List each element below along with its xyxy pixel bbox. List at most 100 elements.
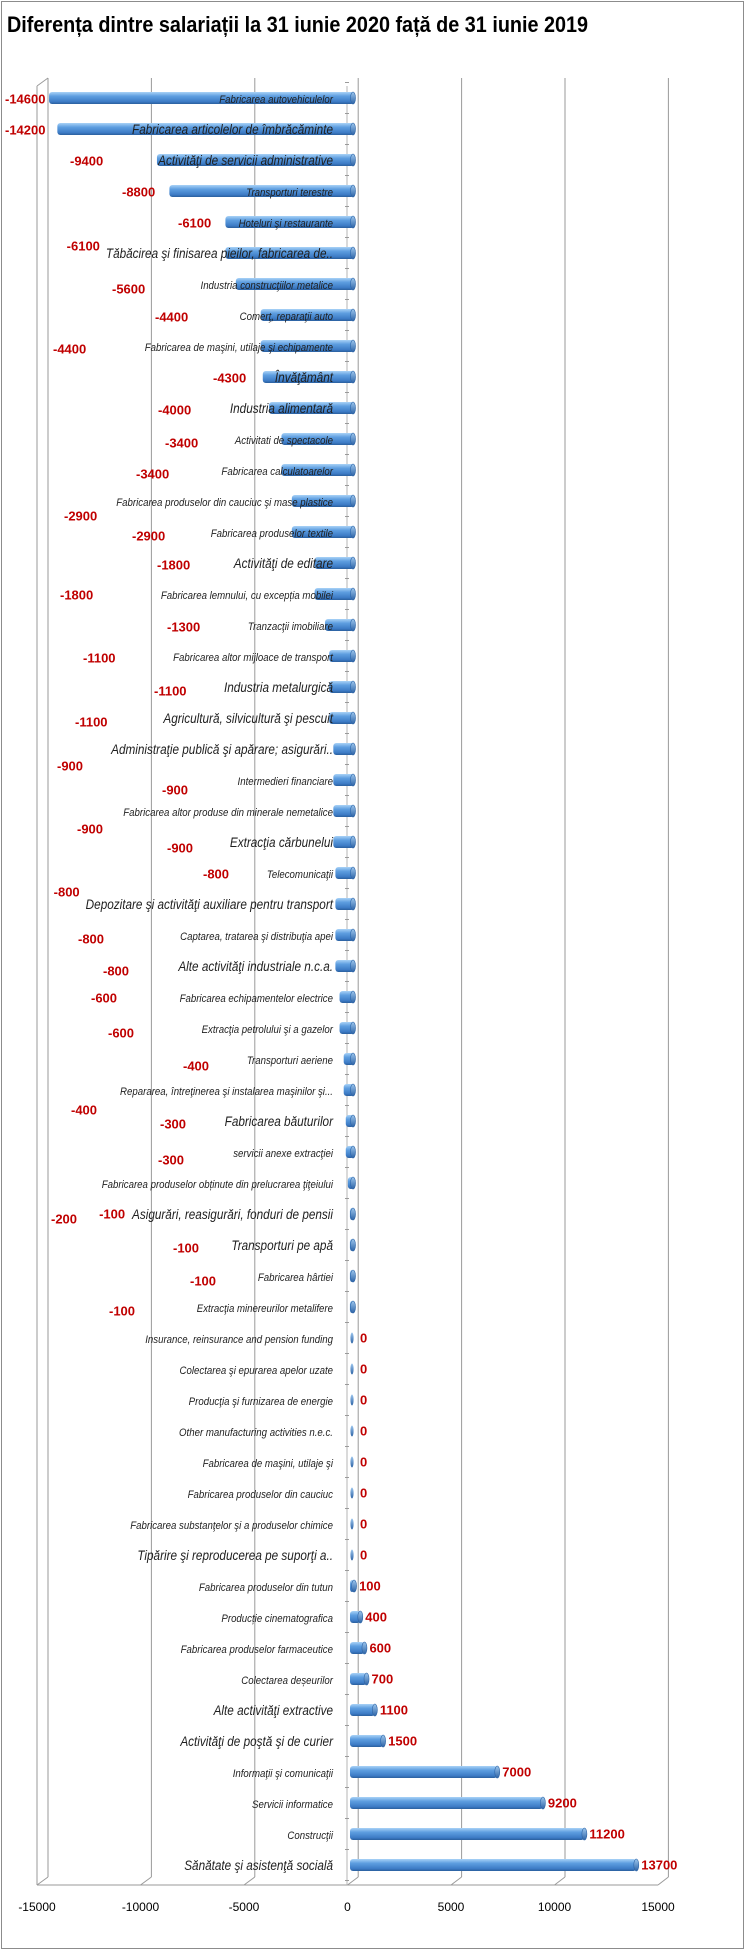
category-label: Producție cinematografica: [221, 1612, 333, 1625]
data-label: -6100: [67, 238, 100, 253]
bar: [335, 867, 354, 879]
x-tick-label: 10000: [538, 1900, 572, 1914]
category-label: Telecomunicaţii: [267, 868, 334, 881]
category-label: Insurance, reinsurance and pension fundi…: [145, 1333, 333, 1346]
data-label: -100: [190, 1273, 216, 1288]
data-label: -2900: [132, 528, 165, 543]
x-tick-labels: -15000 -10000 -5000 0 5000 10000 15000: [18, 1900, 675, 1914]
bar: [350, 1425, 354, 1437]
bar: [281, 433, 354, 445]
data-label: -6100: [178, 215, 211, 230]
bar: [335, 929, 354, 941]
category-label: Fabricarea substanţelor şi a produselor …: [130, 1519, 333, 1532]
category-label: Transporturi pe apă: [231, 1237, 333, 1253]
bar-end-cap: [351, 1579, 357, 1593]
floor-tick: [554, 1876, 566, 1886]
data-label: -800: [203, 866, 229, 881]
data-label: -5600: [112, 281, 145, 296]
bar-end-cap: [581, 1827, 588, 1841]
data-label: -14600: [5, 91, 45, 106]
bar: [333, 743, 354, 755]
data-label: -100: [99, 1206, 125, 1221]
bar-end-cap: [350, 277, 356, 291]
data-label: -200: [51, 1211, 77, 1226]
data-label: -14200: [5, 122, 45, 137]
bar: [156, 154, 354, 166]
bar-end-cap: [350, 1083, 356, 1097]
data-label: 11200: [589, 1826, 624, 1841]
bar: [350, 1394, 354, 1406]
category-label: Fabricarea articolelor de îmbrăcăminte: [132, 121, 333, 137]
category-label: Fabricarea de maşini, utilaje şi echipam…: [145, 341, 333, 354]
category-label: Fabricarea hârtiei: [258, 1271, 334, 1284]
bar: [350, 1549, 354, 1561]
category-label: Producţia şi furnizarea de energie: [189, 1395, 333, 1408]
left-wall-top: [36, 77, 49, 87]
data-label: -100: [173, 1240, 199, 1255]
gridlines: [47, 78, 669, 1877]
data-label: 13700: [641, 1857, 677, 1872]
bar: [49, 92, 355, 104]
bar: [225, 216, 354, 228]
floor-tick: [243, 1876, 256, 1886]
data-labels: -14600 -14200 -9400 -8800 -6100 -6100 -5600 -44…: [5, 91, 677, 1872]
category-label: Activităţi de editare: [233, 555, 333, 571]
category-label: Fabricarea produselor farmaceutice: [181, 1643, 333, 1656]
x-tick-label: 0: [344, 1900, 351, 1914]
data-label: 0: [360, 1454, 367, 1469]
data-label: -600: [108, 1025, 134, 1040]
bar-end-cap: [350, 742, 356, 756]
category-label: Învăţământ: [275, 369, 334, 385]
bar-end-cap: [350, 1207, 356, 1221]
data-label: 0: [360, 1485, 367, 1500]
data-label: -900: [162, 782, 188, 797]
category-label: Fabricarea produselor textile: [211, 527, 333, 540]
category-label: Fabricarea altor mijloace de transport: [173, 651, 334, 664]
bar: [350, 1642, 365, 1654]
data-label: 0: [360, 1330, 367, 1345]
category-label: Colectarea şi epurarea apelor uzate: [180, 1364, 334, 1377]
floor-tick: [140, 1876, 152, 1886]
bar-end-cap: [350, 463, 356, 477]
bar-end-cap: [350, 246, 356, 260]
bar-end-cap: [350, 649, 356, 663]
bar-end-cap: [350, 1269, 356, 1283]
category-label: Transporturi terestre: [246, 186, 333, 199]
data-label: 0: [360, 1547, 367, 1562]
category-label: Extracţia minereurilor metalifere: [197, 1302, 333, 1315]
bar: [350, 1456, 354, 1468]
data-label: -900: [77, 821, 103, 836]
bar-end-cap: [350, 339, 356, 353]
bar-end-cap: [350, 1300, 356, 1314]
bar: [333, 805, 354, 817]
bar: [225, 247, 354, 259]
floor-tick: [347, 1876, 359, 1886]
data-label: -400: [71, 1102, 97, 1117]
bar-end-cap: [350, 680, 356, 694]
bar-end-cap: [350, 525, 356, 539]
bar: [291, 495, 354, 507]
data-label: -1800: [157, 557, 190, 572]
category-label: Fabricarea produselor obținute din prelu…: [102, 1178, 334, 1191]
data-label: -9400: [70, 153, 103, 168]
bar: [350, 1673, 367, 1685]
data-label: -400: [183, 1058, 209, 1073]
bar-end-cap: [350, 866, 356, 880]
category-label: Fabricarea produselor din cauciuc şi mas…: [116, 496, 333, 509]
floor-tick: [36, 1876, 49, 1886]
bar: [314, 588, 354, 600]
data-label: -1100: [154, 683, 187, 698]
category-label: Other manufacturing activities n.e.c.: [179, 1426, 333, 1439]
axes: [36, 77, 669, 1886]
bar-end-cap: [357, 1610, 364, 1624]
bar-end-cap: [350, 1052, 356, 1066]
data-label: -800: [78, 931, 104, 946]
bar-end-cap: [350, 587, 356, 601]
bar: [350, 1859, 637, 1871]
bar-end-cap: [350, 959, 356, 973]
category-label: Activităţi de servicii administrative: [157, 152, 333, 168]
data-label: -1100: [83, 650, 116, 665]
bar-end-cap: [350, 122, 356, 136]
category-label: Tranzacţii imobiliare: [248, 620, 333, 633]
bar-end-cap: [633, 1858, 640, 1872]
